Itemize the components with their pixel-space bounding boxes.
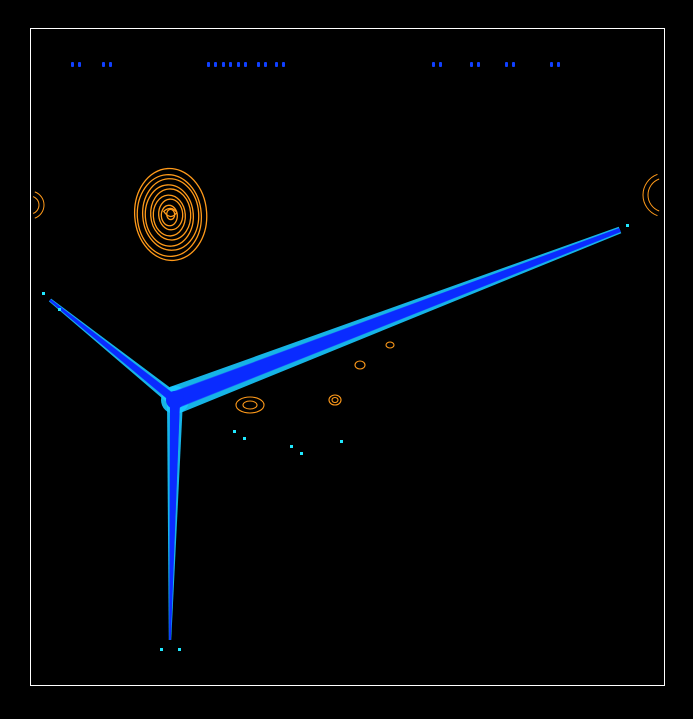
cyan-speck (58, 308, 61, 311)
orange-blob (236, 397, 264, 413)
top-tick (470, 62, 473, 67)
top-tick (71, 62, 74, 67)
top-tick (439, 62, 442, 67)
cyan-speck (233, 430, 236, 433)
branch-structure (49, 227, 621, 640)
top-tick (229, 62, 232, 67)
branch-right (172, 228, 621, 407)
cyan-speck (243, 437, 246, 440)
top-tick (432, 62, 435, 67)
top-tick (282, 62, 285, 67)
top-tick (214, 62, 217, 67)
top-tick (550, 62, 553, 67)
cyan-speck (178, 648, 181, 651)
top-tick (109, 62, 112, 67)
top-tick (275, 62, 278, 67)
top-tick (512, 62, 515, 67)
top-tick (264, 62, 267, 67)
branch-junction (166, 391, 184, 409)
top-tick (244, 62, 247, 67)
top-tick (237, 62, 240, 67)
cyan-speck (290, 445, 293, 448)
cyan-speck (626, 224, 629, 227)
figure-canvas (0, 0, 693, 719)
orange-edge-arc-right (648, 179, 659, 211)
top-tick (102, 62, 105, 67)
top-tick (207, 62, 210, 67)
orange-edge-arc-left (33, 197, 39, 214)
cyan-speck (300, 452, 303, 455)
branch-down (169, 400, 180, 640)
orange-oval-ring (152, 194, 187, 237)
top-tick (505, 62, 508, 67)
branch-left (49, 299, 177, 403)
orange-blob (386, 342, 394, 348)
orange-blob (355, 361, 365, 369)
top-tick (78, 62, 81, 67)
top-tick (477, 62, 480, 67)
orange-blob (332, 398, 338, 403)
orange-blob (243, 401, 257, 409)
cyan-speck (340, 440, 343, 443)
orange-oval-ring (166, 209, 175, 220)
top-tick (257, 62, 260, 67)
cyan-speck (160, 648, 163, 651)
top-tick (222, 62, 225, 67)
top-tick (557, 62, 560, 67)
orange-oval (132, 166, 210, 263)
orange-blob (329, 395, 341, 405)
plot-svg (0, 0, 693, 719)
cyan-speck (42, 292, 45, 295)
